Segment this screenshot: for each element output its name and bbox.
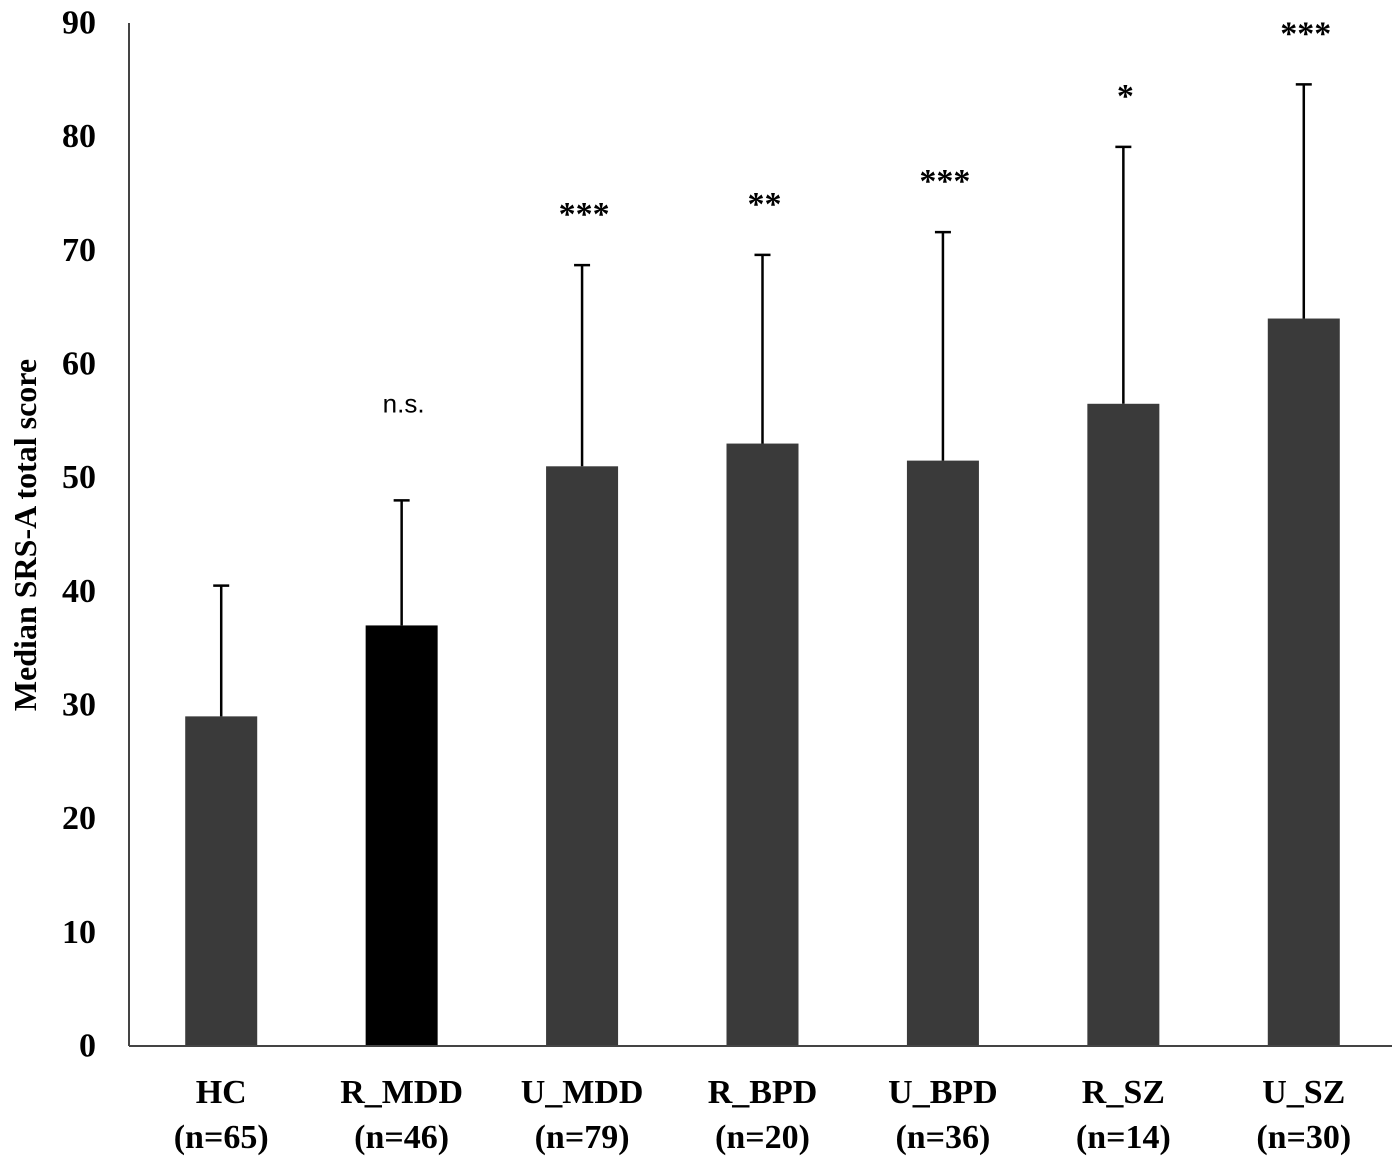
bar [365, 625, 438, 1046]
significance-labels: n.s.*** ********* [383, 15, 1332, 418]
category-n-label: (n=30) [1256, 1119, 1351, 1156]
bar [906, 460, 979, 1046]
category-label: U_BPD [888, 1074, 998, 1111]
y-tick-label: 10 [62, 914, 96, 951]
bar [185, 716, 258, 1046]
category-label: R_BPD [708, 1074, 818, 1111]
x-axis-categories: HC (n=65) R_MDD (n=46) U_MDD (n=79) R_BPD (n=20… [174, 1074, 1352, 1156]
significance-label: n.s. [383, 388, 425, 418]
y-tick-label: 0 [79, 1028, 96, 1065]
bar [1087, 403, 1160, 1046]
category-n-label: (n=65) [174, 1119, 269, 1156]
category-label: U_SZ [1262, 1074, 1345, 1111]
significance-label: ** [748, 186, 782, 223]
y-tick-label: 40 [62, 573, 96, 610]
category-label: HC [196, 1074, 247, 1111]
category-n-label: (n=20) [715, 1119, 810, 1156]
y-tick-label: 30 [62, 687, 96, 724]
category-n-label: (n=46) [354, 1119, 449, 1156]
error-bar [213, 584, 230, 717]
y-tick-label: 60 [62, 346, 96, 383]
bar [546, 466, 619, 1046]
y-axis-title: Median SRS-A total score [7, 359, 43, 711]
error-bars [213, 83, 1312, 717]
y-axis-ticks: 0 10 20 30 40 50 60 70 80 90 [62, 5, 96, 1065]
error-bar [574, 263, 591, 467]
y-tick-label: 50 [62, 459, 96, 496]
y-tick-label: 70 [62, 232, 96, 269]
category-label: R_MDD [340, 1074, 463, 1111]
bar [1267, 318, 1340, 1046]
category-label: R_SZ [1082, 1074, 1165, 1111]
significance-label: *** [1280, 15, 1331, 52]
error-bar [1115, 145, 1132, 404]
y-tick-label: 20 [62, 800, 96, 837]
category-n-label: (n=36) [895, 1119, 990, 1156]
bars [185, 318, 1340, 1047]
category-label: U_MDD [521, 1074, 644, 1111]
significance-label: * [1117, 78, 1134, 115]
significance-label: *** [919, 163, 970, 200]
category-n-label: (n=14) [1076, 1119, 1171, 1156]
significance-label: *** [559, 196, 610, 233]
error-bar [393, 499, 410, 626]
error-bar [1295, 83, 1312, 319]
error-bar [934, 230, 951, 461]
error-bar [754, 253, 771, 444]
y-tick-label: 90 [62, 5, 96, 42]
y-tick-label: 80 [62, 118, 96, 155]
category-n-label: (n=79) [535, 1119, 630, 1156]
bar [726, 443, 799, 1047]
